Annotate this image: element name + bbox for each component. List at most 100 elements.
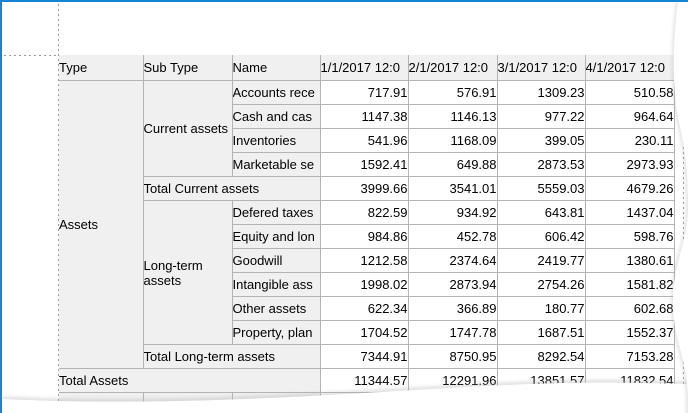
column-header-name[interactable]: Name <box>232 55 321 81</box>
value-cell[interactable]: 934.92 <box>408 200 498 225</box>
value-cell[interactable]: 452.78 <box>408 224 498 249</box>
row-header-cell[interactable]: Equity and lon <box>232 224 321 249</box>
pivot-row: Equity and lon 984.86 452.78 606.42 598.… <box>59 224 675 249</box>
value-cell[interactable]: 977.22 <box>497 104 586 129</box>
value-cell[interactable]: 399.05 <box>497 128 586 153</box>
page-guide-vertical-right <box>683 142 684 413</box>
value-cell[interactable]: 1552.37 <box>585 320 675 345</box>
pivot-row: Inventories 541.96 1168.09 399.05 230.11 <box>59 128 675 153</box>
pivot-row: Intangible ass 1998.02 2873.94 2754.26 1… <box>59 272 675 297</box>
value-cell[interactable]: 12291.96 <box>408 368 498 393</box>
value-cell[interactable]: 606.42 <box>497 224 586 249</box>
total-row-header[interactable]: Total Long-term assets <box>143 344 321 369</box>
value-cell[interactable] <box>320 392 409 413</box>
value-cell[interactable]: 717.91 <box>320 80 409 105</box>
column-header-date-1[interactable]: 1/1/2017 12:0 <box>320 55 409 81</box>
row-group-current-assets[interactable]: Current assets <box>143 80 233 177</box>
value-cell[interactable]: 1747.78 <box>408 320 498 345</box>
value-cell[interactable] <box>497 392 586 413</box>
value-cell[interactable]: 2873.53 <box>497 152 586 177</box>
value-cell[interactable]: 1380.61 <box>585 248 675 273</box>
column-header-date-3[interactable]: 3/1/2017 12:0 <box>497 55 586 81</box>
row-header-cell[interactable]: Inventories <box>232 128 321 153</box>
row-group-cell[interactable] <box>143 392 233 413</box>
pivot-table: Type Sub Type Name 1/1/2017 12:0 2/1/201… <box>59 55 675 413</box>
value-cell[interactable]: 649.88 <box>408 152 498 177</box>
value-cell[interactable]: 1147.38 <box>320 104 409 129</box>
value-cell[interactable]: 1437.04 <box>585 200 675 225</box>
value-cell[interactable]: 1687.51 <box>497 320 586 345</box>
row-group-cell[interactable] <box>59 392 144 413</box>
page-guide-vertical-left <box>58 4 59 413</box>
value-cell[interactable] <box>585 392 675 413</box>
value-cell[interactable]: 541.96 <box>320 128 409 153</box>
value-cell[interactable]: 964.64 <box>585 104 675 129</box>
total-row-header[interactable]: Total Current assets <box>143 176 321 201</box>
row-header-cell[interactable]: Intangible ass <box>232 272 321 297</box>
row-header-cell[interactable]: Marketable se <box>232 152 321 177</box>
value-cell[interactable]: 230.11 <box>585 128 675 153</box>
value-cell[interactable]: 602.68 <box>585 296 675 321</box>
column-header-type[interactable]: Type <box>59 55 144 81</box>
column-header-date-4[interactable]: 4/1/2017 12:0 <box>585 55 675 81</box>
value-cell[interactable]: 11832.54 <box>585 368 675 393</box>
column-header-date-2[interactable]: 2/1/2017 12:0 <box>408 55 498 81</box>
pivot-row: Property, plan 1704.52 1747.78 1687.51 1… <box>59 320 675 345</box>
value-cell[interactable]: 11344.57 <box>320 368 409 393</box>
pivot-row: Marketable se 1592.41 649.88 2873.53 297… <box>59 152 675 177</box>
value-cell[interactable]: 822.59 <box>320 200 409 225</box>
pivot-row: Cash and cas 1147.38 1146.13 977.22 964.… <box>59 104 675 129</box>
value-cell[interactable]: 8292.54 <box>497 344 586 369</box>
row-group-assets[interactable]: Assets <box>59 80 144 369</box>
value-cell[interactable]: 510.58 <box>585 80 675 105</box>
value-cell[interactable]: 1581.82 <box>585 272 675 297</box>
value-cell[interactable]: 1704.52 <box>320 320 409 345</box>
value-cell[interactable]: 1168.09 <box>408 128 498 153</box>
value-cell[interactable]: 598.76 <box>585 224 675 249</box>
value-cell[interactable]: 3999.66 <box>320 176 409 201</box>
value-cell[interactable]: 7153.28 <box>585 344 675 369</box>
pivot-header-row: Type Sub Type Name 1/1/2017 12:0 2/1/201… <box>59 55 675 81</box>
pivot-grand-total-row: Total Assets 11344.57 12291.96 13851.57 … <box>59 368 675 393</box>
value-cell[interactable]: 3541.01 <box>408 176 498 201</box>
grand-total-header[interactable]: Total Assets <box>59 368 321 393</box>
value-cell[interactable]: 1212.58 <box>320 248 409 273</box>
value-cell[interactable]: 2973.93 <box>585 152 675 177</box>
column-header-subtype[interactable]: Sub Type <box>143 55 233 81</box>
row-header-cell[interactable]: Defered taxes <box>232 200 321 225</box>
pivot-row: Long-term assets Defered taxes 822.59 93… <box>59 200 675 345</box>
value-cell[interactable]: 643.81 <box>497 200 586 225</box>
pivot-row: Other assets 622.34 366.89 180.77 602.68 <box>59 296 675 321</box>
pivot-row: Assets Current assets Accounts rece 717.… <box>59 80 675 369</box>
value-cell[interactable]: 8750.95 <box>408 344 498 369</box>
value-cell[interactable]: 622.34 <box>320 296 409 321</box>
value-cell[interactable]: 2419.77 <box>497 248 586 273</box>
value-cell[interactable]: 13851.57 <box>497 368 586 393</box>
pivot-row: Goodwill 1212.58 2374.64 2419.77 1380.61 <box>59 248 675 273</box>
row-group-long-term-assets[interactable]: Long-term assets <box>143 200 233 345</box>
value-cell[interactable]: 2873.94 <box>408 272 498 297</box>
value-cell[interactable]: 1998.02 <box>320 272 409 297</box>
value-cell[interactable]: 1309.23 <box>497 80 586 105</box>
value-cell[interactable]: 7344.91 <box>320 344 409 369</box>
value-cell[interactable]: 1592.41 <box>320 152 409 177</box>
value-cell[interactable]: 576.91 <box>408 80 498 105</box>
row-header-cell[interactable]: Cash and cas <box>232 104 321 129</box>
value-cell[interactable]: 180.77 <box>497 296 586 321</box>
value-cell[interactable] <box>408 392 498 413</box>
value-cell[interactable]: 4679.26 <box>585 176 675 201</box>
value-cell[interactable]: 5559.03 <box>497 176 586 201</box>
value-cell[interactable]: 2374.64 <box>408 248 498 273</box>
row-header-cell[interactable]: Property, plan <box>232 320 321 345</box>
pivot-total-row: Total Long-term assets 7344.91 8750.95 8… <box>59 344 675 369</box>
value-cell[interactable]: 366.89 <box>408 296 498 321</box>
row-header-cell[interactable]: Accounts <box>232 392 321 413</box>
value-cell[interactable]: 2754.26 <box>497 272 586 297</box>
row-header-cell[interactable]: Accounts rece <box>232 80 321 105</box>
value-cell[interactable]: 1146.13 <box>408 104 498 129</box>
row-header-cell[interactable]: Other assets <box>232 296 321 321</box>
value-cell[interactable]: 984.86 <box>320 224 409 249</box>
pivot-row-partial: Accounts <box>59 392 675 413</box>
row-header-cell[interactable]: Goodwill <box>232 248 321 273</box>
